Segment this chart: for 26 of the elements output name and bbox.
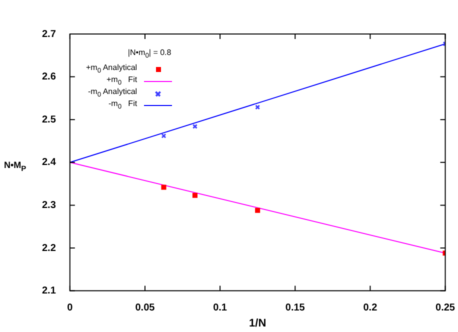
point <box>161 133 166 138</box>
x-axis-title: 1/N <box>249 317 266 330</box>
legend-label: +m$_{0}$ Fit <box>106 75 138 88</box>
y-tick-label: 2.2 <box>42 242 56 254</box>
point <box>192 124 198 129</box>
x-tick-label: 0.05 <box>135 302 156 314</box>
legend-label: -m$_{0}$ Fit <box>108 99 138 112</box>
x-tick-label: 0 <box>67 302 74 314</box>
y-tick-label: 2.6 <box>42 72 56 83</box>
y-tick-label: 2.7 <box>42 28 56 40</box>
y-tick-label: 2.3 <box>42 200 56 211</box>
x-tick-label: 0.25 <box>436 302 456 314</box>
legend-label: -m$_{0}$ Analytical <box>88 87 138 100</box>
x-tick-label: 0.15 <box>285 302 306 314</box>
y-tick-label: 2.5 <box>42 114 56 126</box>
x-tick-label: 0.2 <box>363 302 378 314</box>
point <box>255 208 260 213</box>
legend-label: +m$_{0}$ Analytical <box>86 63 138 76</box>
y-axis-title: N•M$_{P}$ <box>4 160 26 173</box>
x-tick-label: 0.1 <box>213 302 228 314</box>
point <box>161 184 166 190</box>
point <box>255 104 260 110</box>
legend-title: |N•m$_{0}$| = 0.8 <box>126 48 172 61</box>
y-tick-label: 2.1 <box>42 286 56 297</box>
y-tick-label: 2.4 <box>42 157 56 168</box>
point <box>192 192 198 198</box>
